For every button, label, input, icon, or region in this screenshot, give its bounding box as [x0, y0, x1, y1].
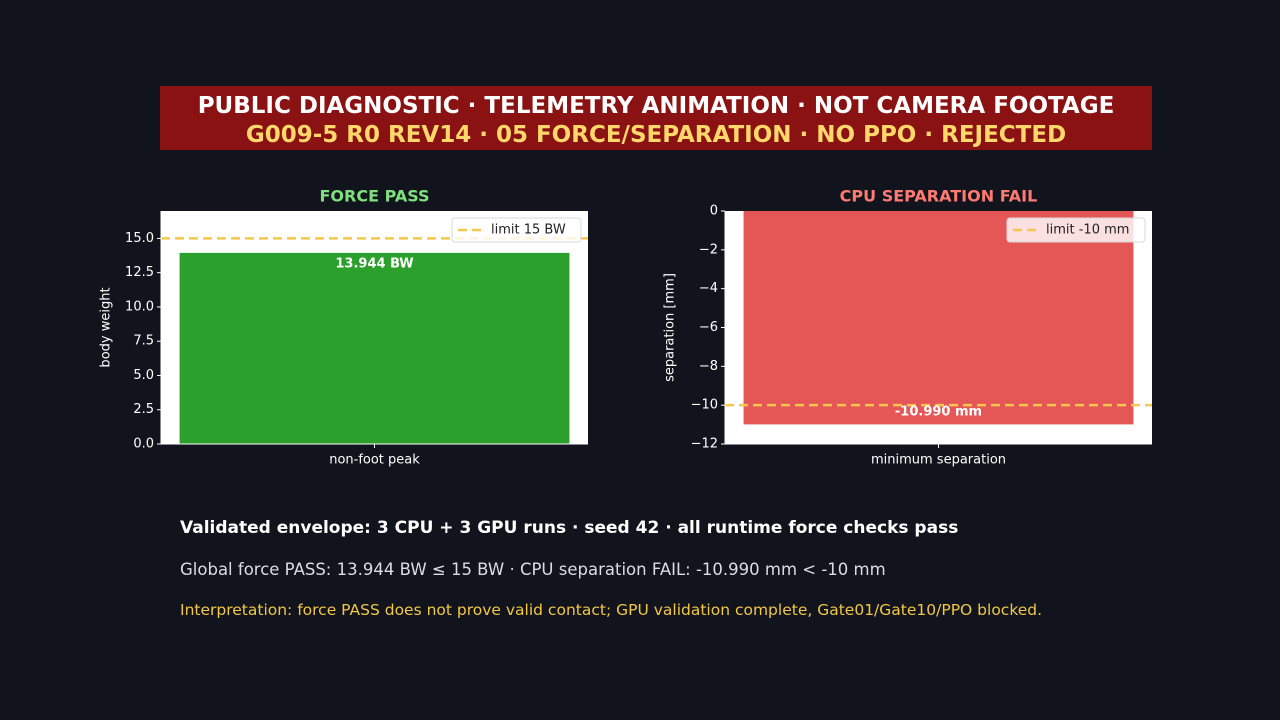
y-tick-label: −12 [691, 437, 718, 452]
y-tick-label: 10.0 [125, 299, 154, 314]
banner-status: G009-5 R0 REV14 · 05 FORCE/SEPARATION · … [245, 122, 1067, 148]
legend-box [451, 217, 582, 243]
y-tick-label: 7.5 [133, 334, 154, 349]
legend-label: limit 15 BW [491, 223, 566, 238]
global-summary-text: Global force PASS: 13.944 BW ≤ 15 BW · C… [180, 560, 886, 579]
y-axis-label: separation [mm] [663, 273, 678, 382]
chart-title: FORCE PASS [319, 187, 429, 206]
y-tick-label: 12.5 [125, 265, 154, 280]
legend: limit 15 BW [451, 217, 582, 243]
y-tick-label: 0.0 [133, 437, 154, 452]
chart-title: CPU SEPARATION FAIL [840, 187, 1038, 206]
y-tick-label: −4 [699, 281, 718, 296]
y-tick-label: −10 [691, 398, 718, 413]
separation-chart: -10.990 mm 0 −2 −4 −6 −8 −10 −12 minimum separat… [663, 187, 1152, 468]
bar-value-label: -10.990 mm [895, 405, 982, 420]
y-tick-label: 0 [710, 204, 718, 219]
legend: limit -10 mm [1006, 217, 1146, 243]
y-tick-label: −6 [699, 320, 718, 335]
x-tick-label: minimum separation [871, 453, 1006, 468]
diagnostic-banner: PUBLIC DIAGNOSTIC · TELEMETRY ANIMATION … [160, 86, 1152, 150]
y-tick-label: −8 [699, 359, 718, 374]
force-chart: 13.944 BW 0.0 2.5 5.0 7.5 10.0 12.5 15.0 non-foo… [99, 187, 588, 468]
bar [743, 211, 1134, 425]
validated-envelope-text: Validated envelope: 3 CPU + 3 GPU runs ·… [180, 518, 959, 538]
interpretation-text: Interpretation: force PASS does not prov… [180, 601, 1043, 619]
legend-label: limit -10 mm [1046, 223, 1129, 238]
x-tick-label: non-foot peak [329, 453, 420, 468]
bar [179, 252, 570, 444]
y-tick-label: −2 [699, 242, 718, 257]
legend-box [1006, 217, 1146, 243]
y-tick-label: 15.0 [125, 231, 154, 246]
y-tick-label: 2.5 [133, 402, 154, 417]
y-tick-label: 5.0 [133, 368, 154, 383]
y-axis-label: body weight [99, 287, 114, 367]
bar-value-label: 13.944 BW [335, 256, 413, 271]
banner-title: PUBLIC DIAGNOSTIC · TELEMETRY ANIMATION … [197, 93, 1115, 119]
